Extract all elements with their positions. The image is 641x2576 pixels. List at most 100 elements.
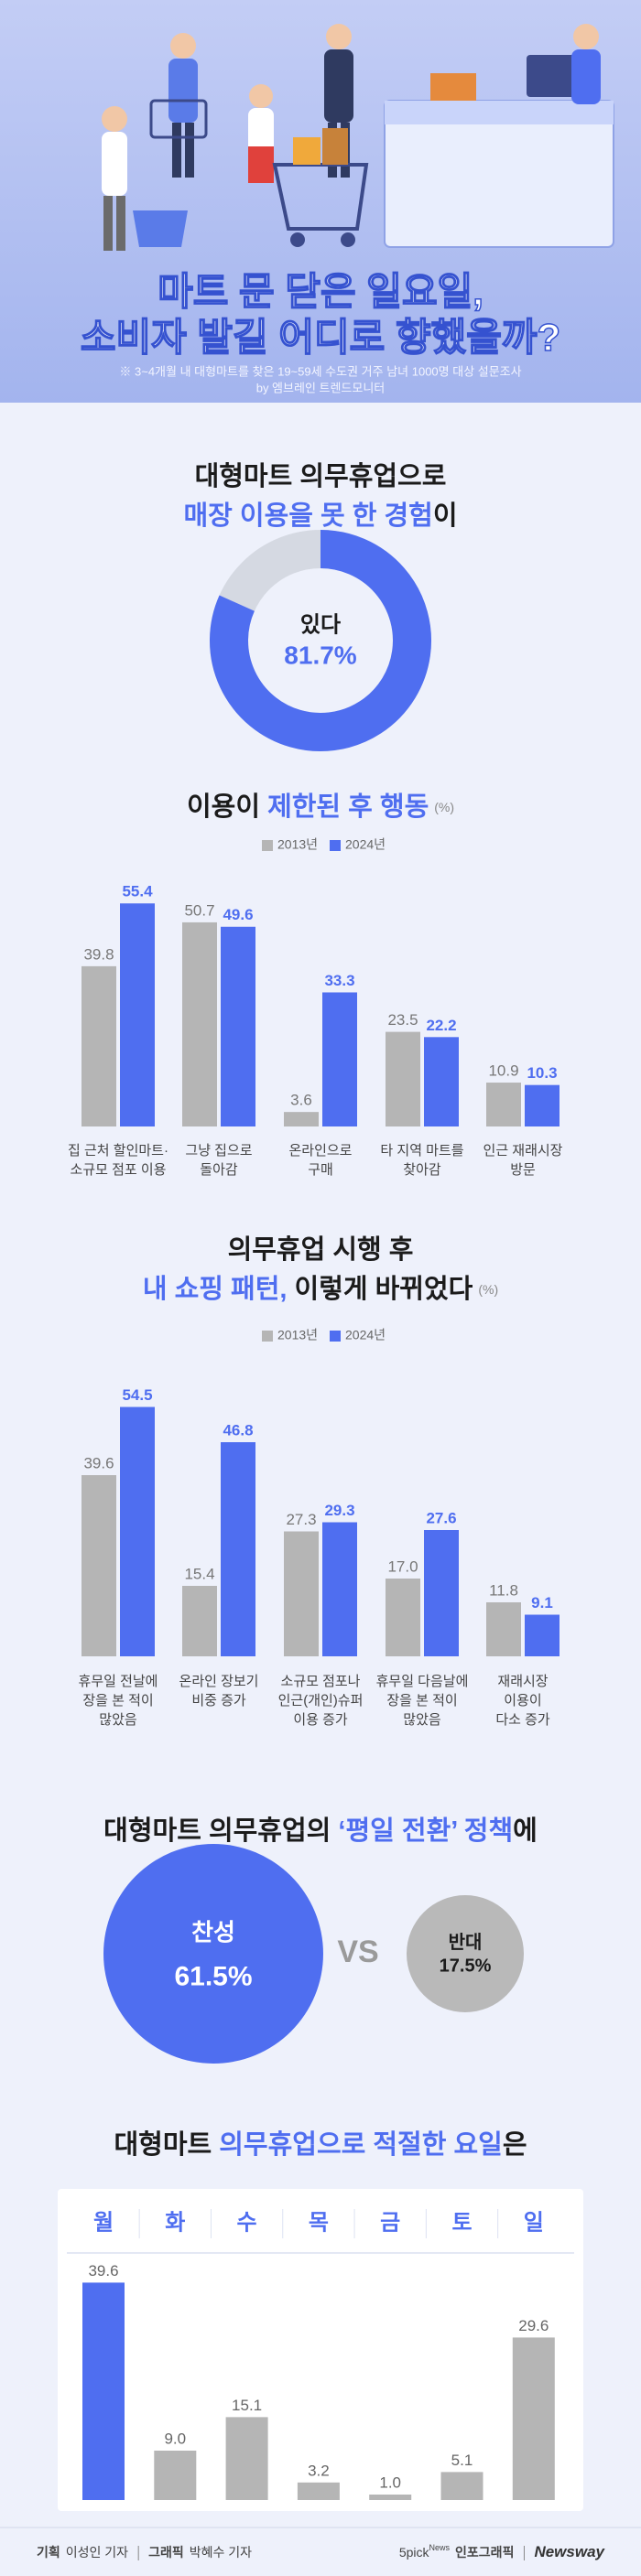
category-label: 인근 재래시장 xyxy=(483,1143,563,1159)
value-label: 39.6 xyxy=(88,2262,118,2280)
bubble xyxy=(406,1894,525,2013)
header-note: ※ 3~4개월 내 대형마트를 찾은 19~59세 수도권 거주 남녀 1000… xyxy=(119,364,521,378)
bar xyxy=(322,992,357,1126)
category-label: 휴무일 다음날에 xyxy=(376,1674,469,1689)
category-label: 많았음 xyxy=(403,1712,440,1728)
credits: 기획 이성인 기자 그래픽 박혜수 기자 xyxy=(37,2545,252,2560)
category-label: 재래시장 xyxy=(497,1674,548,1689)
value-label: 27.3 xyxy=(286,1511,316,1528)
bar xyxy=(182,922,217,1126)
category-label: 많았음 xyxy=(99,1712,136,1728)
vs-label: VS xyxy=(337,1935,378,1969)
brand-part: Newsway xyxy=(534,2543,605,2560)
title-part: 제한된 후 행동 xyxy=(267,792,429,822)
header-title: 마트 문 닫은 일요일, xyxy=(158,270,483,313)
value-label: 17.0 xyxy=(387,1557,418,1575)
category-label: 찾아감 xyxy=(403,1162,441,1178)
donut-category: 있다 xyxy=(300,612,341,637)
section-title: 내 쇼핑 패턴, 이렇게 바뀌었다 (%) xyxy=(143,1274,498,1304)
bubble-value: 61.5% xyxy=(174,1961,252,1991)
bar xyxy=(322,1522,357,1656)
bar xyxy=(182,1586,217,1656)
category-label: 집 근처 할인마트· xyxy=(68,1143,168,1159)
header-title: 소비자 발길 어디로 향했을까? xyxy=(81,316,560,359)
value-label: 3.2 xyxy=(308,2462,330,2479)
bar xyxy=(386,1579,420,1656)
title-part: 의무휴업으로 적절한 요일 xyxy=(219,2129,503,2160)
value-label: 15.4 xyxy=(184,1565,214,1582)
category-label: 장을 본 적이 xyxy=(82,1693,153,1708)
legend-label: 2013년 xyxy=(277,1328,318,1342)
credit-name: 박혜수 기자 xyxy=(190,2545,252,2560)
bar xyxy=(486,1602,521,1656)
value-label: 11.8 xyxy=(489,1581,518,1599)
title-part: 대형마트 xyxy=(114,2129,219,2160)
title-part: 이 xyxy=(433,501,458,531)
brand-part: 5pick xyxy=(399,2545,430,2560)
legend-label: 2013년 xyxy=(277,837,318,852)
value-label: 54.5 xyxy=(122,1386,152,1404)
bubble-category: 찬성 xyxy=(191,1918,235,1945)
section-title: 대형마트 의무휴업으로 xyxy=(195,461,447,491)
value-label: 23.5 xyxy=(387,1011,418,1029)
section-title: 대형마트 의무휴업으로 적절한 요일은 xyxy=(114,2129,527,2160)
legend-swatch xyxy=(330,840,341,851)
value-label: 15.1 xyxy=(232,2397,262,2414)
title-part: 내 쇼핑 패턴, xyxy=(143,1274,288,1304)
bar xyxy=(424,1530,459,1656)
section-title: 의무휴업 시행 후 xyxy=(228,1234,414,1265)
bar xyxy=(512,2337,555,2500)
legend-swatch xyxy=(262,840,273,851)
category-label: 휴무일 전날에 xyxy=(79,1674,158,1689)
value-label: 9.0 xyxy=(164,2430,186,2447)
bubble-category: 반대 xyxy=(449,1932,483,1953)
bar xyxy=(120,903,155,1126)
brand-part: News xyxy=(429,2543,451,2552)
value-label: 46.8 xyxy=(223,1421,253,1439)
legend-swatch xyxy=(330,1331,341,1342)
value-label: 39.8 xyxy=(83,945,114,963)
bar xyxy=(81,965,116,1126)
panel xyxy=(58,2189,583,2511)
bar xyxy=(486,1083,521,1126)
value-label: 5.1 xyxy=(451,2452,473,2469)
day-label: 토 xyxy=(451,2210,472,2235)
brand-part: 인포그래픽 xyxy=(455,2545,514,2560)
category-label: 구매 xyxy=(308,1162,333,1178)
legend-swatch xyxy=(262,1331,273,1342)
category-label: 돌아감 xyxy=(200,1162,238,1178)
title-part: 의무휴업 시행 후 xyxy=(228,1234,414,1265)
bubble-value: 17.5% xyxy=(440,1956,492,1976)
day-label: 월 xyxy=(93,2210,114,2235)
title-part: ‘평일 전환’ 정책 xyxy=(338,1816,513,1846)
title-part: 은 xyxy=(503,2130,527,2160)
footer: 기획 이성인 기자 그래픽 박혜수 기자 5pickNews 인포그래픽 Newsway xyxy=(0,2527,641,2560)
bar xyxy=(221,1442,255,1656)
title-part: 대형마트 의무휴업의 xyxy=(103,1816,338,1846)
section-title: 이용이 제한된 후 행동 (%) xyxy=(187,792,454,822)
bar xyxy=(82,2282,125,2500)
category-label: 이용 증가 xyxy=(293,1712,348,1728)
bar xyxy=(297,2482,340,2500)
title-part: 매장 이용을 못 한 경험 xyxy=(183,501,432,531)
category-label: 그냥 집으로 xyxy=(185,1143,252,1159)
title-part: 이렇게 바뀌었다 xyxy=(287,1274,473,1304)
title-part: 에 xyxy=(513,1816,538,1846)
header-note: by 엠브레인 트렌드모니터 xyxy=(256,381,386,394)
value-label: 10.3 xyxy=(527,1064,557,1082)
bar xyxy=(154,2451,197,2500)
value-label: 29.3 xyxy=(324,1502,354,1519)
bar xyxy=(386,1031,420,1126)
unit: (%) xyxy=(434,800,454,814)
day-label: 목 xyxy=(309,2210,329,2235)
bar xyxy=(525,1084,560,1126)
category-label: 소규모 점포 이용 xyxy=(71,1162,167,1178)
value-label: 49.6 xyxy=(223,906,253,923)
donut-segment xyxy=(210,530,431,751)
bar xyxy=(284,1112,319,1126)
bar xyxy=(120,1407,155,1656)
value-label: 50.7 xyxy=(184,901,214,919)
day-label: 일 xyxy=(524,2210,544,2235)
category-label: 타 지역 마트를 xyxy=(380,1143,463,1159)
